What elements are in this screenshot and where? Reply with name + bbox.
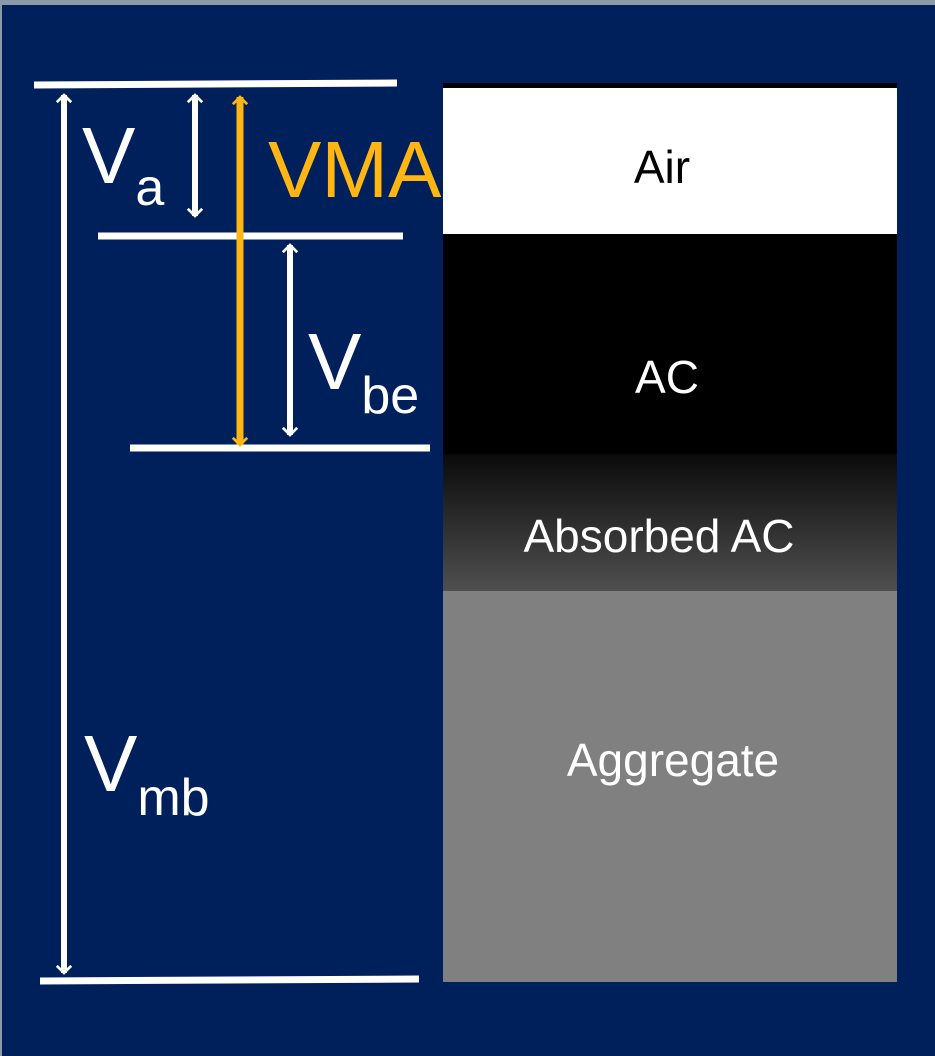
ac-segment [443, 234, 897, 454]
vbe-main: V [308, 317, 362, 406]
vmb-main: V [84, 719, 138, 808]
air-segment [443, 88, 897, 234]
aggregate-label: Aggregate [567, 734, 779, 786]
ac-label: AC [635, 351, 699, 403]
vbe-label: Vbe [308, 317, 419, 425]
vmb-label: Vmb [84, 719, 210, 827]
air-label: Air [634, 141, 690, 193]
va-main: V [82, 111, 136, 200]
va-subscript: a [135, 159, 164, 217]
absorbed-ac-label: Absorbed AC [523, 510, 794, 562]
column-top-edge [443, 83, 897, 88]
vma-label: VMA [268, 125, 442, 214]
vbe-subscript: be [361, 367, 419, 425]
aggregate-segment [443, 591, 897, 982]
bottom-reference-line [39, 975, 420, 985]
vmb-subscript: mb [137, 769, 209, 827]
absorbed-ac-segment [443, 454, 897, 591]
top-reference-line [33, 79, 398, 89]
va-label: Va [82, 111, 164, 217]
volume-diagram: Air AC Absorbed AC Aggregate Va VMA Vbe … [2, 5, 935, 1056]
